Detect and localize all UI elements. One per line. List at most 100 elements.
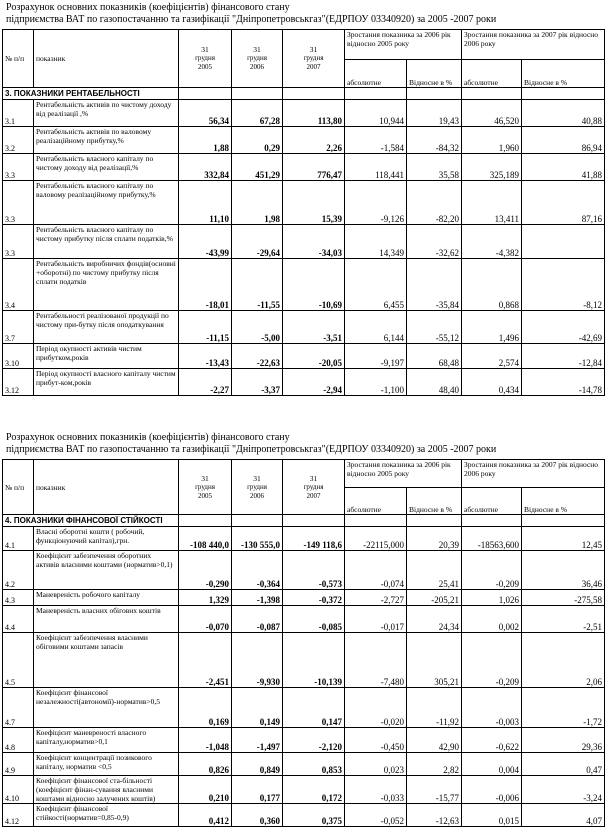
data-row: 3.10 Період окупності активів чистим приб… <box>2 343 605 369</box>
value-cell: -20,05 <box>282 343 345 369</box>
table-block: Розрахунок основних показників (коефіціє… <box>2 2 605 396</box>
empty-cell <box>344 87 407 100</box>
empty-cell <box>406 514 462 527</box>
row-number: 4.9 <box>2 752 34 776</box>
header-cell: Зростання показника за 2007 рік відносно… <box>461 459 605 488</box>
title-line: Розрахунок основних показників (коефіціє… <box>6 432 290 443</box>
row-label: Рентабельність власного капіталу по вало… <box>33 180 179 225</box>
value-cell: 2,82 <box>406 752 462 776</box>
header-cell: Зростання показника за 2007 рік відносно… <box>461 29 605 60</box>
section-row: 3. ПОКАЗНИКИ РЕНТАБЕЛЬНОСТІ <box>2 87 605 100</box>
section-row: 4. ПОКАЗНИКИ ФІНАНСОВОЇ СТІЙКОСТІ <box>2 514 605 527</box>
header-row: № п/п показник 31 грудня 2005 31 грудня 2006 31 г… <box>2 459 605 515</box>
empty-cell <box>178 514 232 527</box>
value-cell: 0,169 <box>178 687 232 728</box>
value-cell: -82,20 <box>406 180 462 225</box>
value-cell: 48,40 <box>406 368 462 396</box>
header-line: грудня <box>195 482 215 491</box>
row-label: Коефіцієнт забезпечення власними обігови… <box>33 632 179 688</box>
row-number: 4.3 <box>2 589 34 606</box>
value-cell: -0,372 <box>282 589 345 606</box>
value-cell: 4,07 <box>521 803 605 827</box>
empty-cell <box>521 87 605 100</box>
value-cell: 0,002 <box>461 605 522 633</box>
value-cell: 56,34 <box>178 99 232 127</box>
header-cell: 31 грудня 2005 <box>178 29 232 88</box>
value-cell: -2,51 <box>521 605 605 633</box>
value-cell: -11,55 <box>231 258 283 311</box>
row-label: Коефіцієнт маневреності власного капітал… <box>33 727 179 753</box>
header-row: абсолютне Відносне в % абсолютне Відносне в… <box>3 59 605 88</box>
value-cell: -3,24 <box>521 775 605 804</box>
row-number: 3.7 <box>2 310 34 344</box>
value-cell: 19,43 <box>406 99 462 127</box>
data-row: 3.12 Період окупності власного капіталу ч… <box>2 368 605 396</box>
row-label: Коефіцієнт фінансової ста-більності (кое… <box>33 775 179 804</box>
value-cell: -0,020 <box>344 687 407 728</box>
value-cell: 14,349 <box>344 224 407 259</box>
row-label: Період окупності активів чистим прибутко… <box>33 343 179 369</box>
value-cell: -0,070 <box>178 605 232 633</box>
empty-cell <box>178 87 232 100</box>
header-line: 2005 <box>198 63 212 71</box>
value-cell: -1,497 <box>231 727 283 753</box>
value-cell: 118,441 <box>344 153 407 181</box>
value-cell: -2,27 <box>178 368 232 396</box>
header-cell: 31 грудня 2006 <box>231 29 283 88</box>
value-cell: -11,15 <box>178 310 232 344</box>
value-cell: -0,450 <box>344 727 407 753</box>
value-cell: -55,12 <box>406 310 462 344</box>
value-cell: -0,622 <box>461 727 522 753</box>
value-cell: -14,78 <box>521 368 605 396</box>
header-cell: 31 грудня 2006 <box>231 459 283 515</box>
data-table: № п/п показник 31 грудня 2005 31 грудня 2006 31 г… <box>2 29 605 396</box>
row-number: 4.8 <box>2 727 34 753</box>
value-cell: -9,197 <box>344 343 407 369</box>
value-cell: -13,43 <box>178 343 232 369</box>
value-cell: -12,84 <box>521 343 605 369</box>
title-line: підприємства ВАТ по газопостачанню та га… <box>6 14 497 25</box>
value-cell: 305,21 <box>406 632 462 688</box>
value-cell: -35,84 <box>406 258 462 311</box>
row-number: 3.1 <box>2 99 34 127</box>
data-row: 3.4 Рентабельність виробничих фондів(осно… <box>2 258 605 311</box>
header-line: 2006 <box>250 63 264 71</box>
value-cell: 40,88 <box>521 99 605 127</box>
empty-cell <box>461 514 522 527</box>
value-cell: 87,16 <box>521 180 605 225</box>
row-label: Коефіцієнт фінансової стійкості(норматив… <box>33 803 179 827</box>
value-cell: 1,026 <box>461 589 522 606</box>
value-cell: 325,189 <box>461 153 522 181</box>
value-cell: 1,329 <box>178 589 232 606</box>
empty-cell <box>406 87 462 100</box>
row-label: Рентабельність власного капіталу по чист… <box>33 153 179 181</box>
value-cell: -10,69 <box>282 258 345 311</box>
header-line: грудня <box>195 54 215 62</box>
value-cell: -0,573 <box>282 550 345 590</box>
value-cell: 0,826 <box>178 752 232 776</box>
header-cell: 31 грудня 2007 <box>282 459 345 515</box>
title-line: підприємства ВАТ по газопостачанню та га… <box>6 444 497 455</box>
data-row: 4.10 Коефіцієнт фінансової ста-більності … <box>2 775 605 804</box>
empty-cell <box>282 87 345 100</box>
header-line: 2007 <box>306 491 321 500</box>
data-row: 3.3 Рентабельність власного капіталу по в… <box>2 180 605 225</box>
value-cell: -18,01 <box>178 258 232 311</box>
value-cell: -0,052 <box>344 803 407 827</box>
value-cell: -0,087 <box>231 605 283 633</box>
value-cell: -0,006 <box>461 775 522 804</box>
section-cell: 4. ПОКАЗНИКИ ФІНАНСОВОЇ СТІЙКОСТІ <box>2 514 179 527</box>
data-row: 3.1 Рентабельність активів по чистому дох… <box>2 99 605 127</box>
empty-cell <box>231 514 283 527</box>
value-cell: 0,853 <box>282 752 345 776</box>
value-cell: 6,455 <box>344 258 407 311</box>
data-row: 4.5 Коефіцієнт забезпечення власними обіг… <box>2 632 605 688</box>
value-cell: 2,26 <box>282 126 345 154</box>
value-cell: 2,06 <box>521 632 605 688</box>
value-cell: 0,360 <box>231 803 283 827</box>
header-cell: Відносне в % <box>406 59 462 88</box>
value-cell: 1,960 <box>461 126 522 154</box>
value-cell: -9,126 <box>344 180 407 225</box>
value-cell: 1,98 <box>231 180 283 225</box>
